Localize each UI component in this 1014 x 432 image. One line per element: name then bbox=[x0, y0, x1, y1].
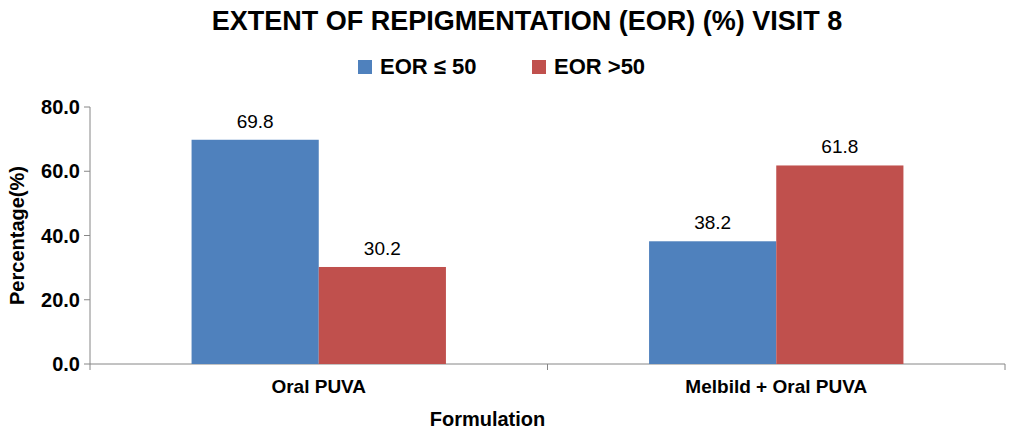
y-tick-label: 80.0 bbox=[41, 96, 80, 118]
legend-label: EOR ≤ 50 bbox=[380, 54, 476, 79]
bars bbox=[192, 140, 904, 364]
y-tick bbox=[84, 171, 90, 172]
bar bbox=[319, 267, 446, 364]
y-axis bbox=[90, 107, 91, 364]
y-tick bbox=[84, 299, 90, 300]
y-tick-label: 40.0 bbox=[41, 225, 80, 247]
y-tick-label: 20.0 bbox=[41, 289, 80, 311]
bar bbox=[192, 140, 319, 364]
y-tick-label: 0.0 bbox=[52, 353, 80, 375]
data-label: 30.2 bbox=[364, 238, 401, 259]
data-label: 69.8 bbox=[237, 111, 274, 132]
y-tick bbox=[84, 235, 90, 236]
legend: EOR ≤ 50 EOR >50 bbox=[358, 54, 645, 79]
x-tick bbox=[1005, 364, 1006, 370]
title: EXTENT OF REPIGMENTATION (EOR) (%) VISIT… bbox=[212, 6, 843, 36]
y-tick-label: 60.0 bbox=[41, 160, 80, 182]
axes: 0.0 20.0 40.0 60.0 80.0 Oral PUVA Melbild + Or… bbox=[41, 96, 1005, 397]
y-tick bbox=[84, 107, 90, 108]
bar bbox=[776, 165, 903, 364]
x-axis-label: Formulation bbox=[430, 408, 546, 430]
y-tick bbox=[84, 364, 90, 365]
data-label: 38.2 bbox=[694, 212, 731, 233]
legend-swatch bbox=[532, 60, 546, 74]
chart: EXTENT OF REPIGMENTATION (EOR) (%) VISIT… bbox=[0, 0, 1014, 432]
x-tick-label: Oral PUVA bbox=[271, 376, 366, 397]
y-axis-label: Percentage(%) bbox=[6, 166, 28, 305]
data-label: 61.8 bbox=[821, 136, 858, 157]
background bbox=[0, 0, 1014, 432]
data-labels: 69.8 38.2 30.2 61.8 bbox=[237, 111, 859, 259]
legend-swatch bbox=[358, 60, 372, 74]
x-tick-label: Melbild + Oral PUVA bbox=[685, 376, 867, 397]
x-tick bbox=[90, 364, 91, 370]
x-tick bbox=[547, 364, 548, 370]
bar bbox=[649, 241, 776, 364]
legend-label: EOR >50 bbox=[554, 54, 645, 79]
